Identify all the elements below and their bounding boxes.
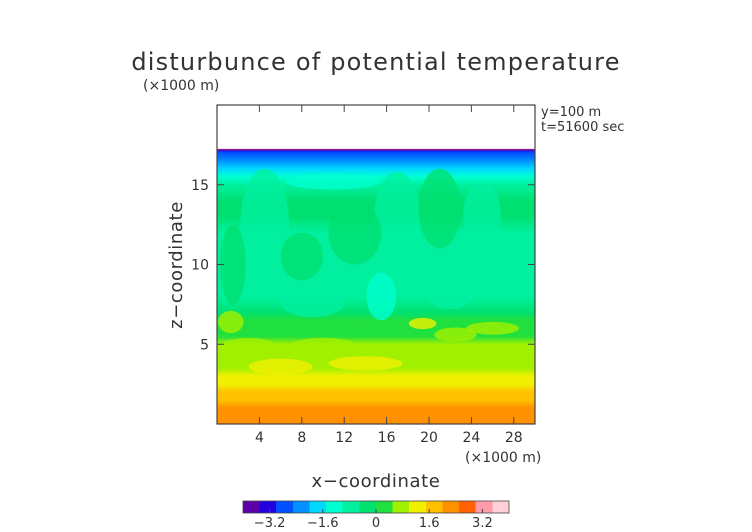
field-feature: [328, 356, 403, 371]
colorbar-tick-label: 3.2: [472, 516, 493, 531]
y-tick-label: 5: [200, 337, 209, 353]
field-feature: [466, 321, 520, 335]
colorbar: −3.2 −1.6 0 1.6 3.2: [242, 500, 510, 531]
field-feature: [418, 168, 461, 249]
field-feature: [307, 320, 361, 337]
colorbar-ticks: −3.2 −1.6 0 1.6 3.2: [254, 509, 493, 531]
field-feature: [408, 317, 437, 330]
field-feature: [366, 272, 397, 321]
x-tick-label: 24: [462, 430, 480, 446]
colorbar-tick-label: −3.2: [254, 516, 286, 531]
field-feature: [485, 350, 532, 364]
x-tick-label: 16: [378, 430, 396, 446]
y-axis: 5 10 15: [191, 178, 535, 353]
field-feature: [219, 337, 279, 358]
field-feature: [218, 310, 244, 334]
x-tick-label: 4: [255, 430, 264, 446]
field-feature: [373, 171, 421, 268]
field-features: [217, 148, 535, 375]
x-tick-label: 20: [420, 430, 438, 446]
field-feature: [423, 267, 477, 310]
plot-area: [216, 104, 536, 425]
field-feature: [285, 173, 382, 190]
info-box: y=100 m t=51600 sec: [541, 105, 624, 135]
y-axis-label: z−coordinate: [166, 201, 187, 329]
field-feature: [280, 232, 323, 281]
field-feature: [248, 358, 313, 375]
field-feature: [395, 342, 442, 359]
chart-title: disturbunce of potential temperature: [131, 48, 620, 76]
field-feature: [289, 337, 357, 354]
field-feature: [220, 224, 246, 305]
field-feature: [434, 327, 477, 342]
colorbar-tick-label: 0: [372, 516, 380, 531]
y-unit-label: (×1000 m): [143, 78, 219, 94]
colorbar-tick-label: −1.6: [307, 516, 339, 531]
field-feature: [328, 200, 382, 265]
field-feature: [240, 168, 290, 281]
x-tick-label: 28: [505, 430, 523, 446]
x-unit-label: (×1000 m): [465, 450, 541, 466]
info-line-time: t=51600 sec: [541, 120, 624, 135]
y-tick-label: 10: [191, 258, 209, 274]
field-feature: [462, 181, 502, 252]
colorbar-tick-label: 1.6: [419, 516, 440, 531]
field-feature: [280, 288, 345, 318]
x-axis: 4 8 12 16 20 24 28: [255, 105, 523, 446]
x-axis-label: x−coordinate: [312, 471, 441, 492]
x-tick-label: 8: [297, 430, 306, 446]
x-tick-label: 12: [335, 430, 353, 446]
field-feature: [498, 246, 529, 298]
y-tick-label: 15: [191, 178, 209, 194]
info-line-y: y=100 m: [541, 105, 601, 120]
